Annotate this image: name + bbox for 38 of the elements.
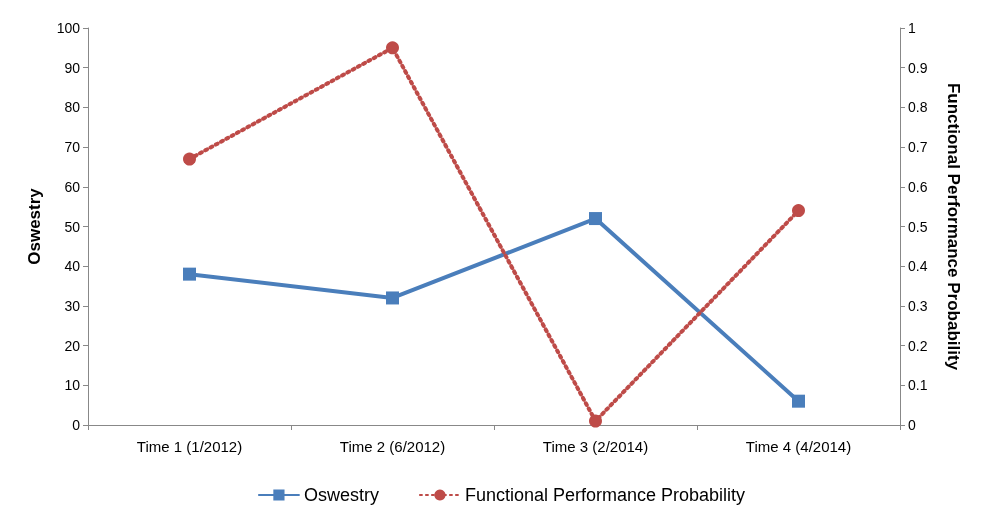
y-tick-label: 40 bbox=[64, 258, 81, 275]
point bbox=[386, 41, 399, 55]
x-tick-label: Time 3 (2/2014) bbox=[542, 438, 649, 455]
point bbox=[183, 267, 196, 281]
y2-tick-label: 0.7 bbox=[908, 139, 928, 156]
y-tick-label: 30 bbox=[64, 297, 81, 314]
y2-tick-label: 1 bbox=[908, 20, 916, 36]
y-tick-label: 90 bbox=[64, 59, 81, 76]
legend-label: Oswestry bbox=[303, 485, 379, 505]
y-tick-label: 20 bbox=[64, 337, 81, 354]
y-tick-label: 50 bbox=[64, 218, 81, 235]
y2-axis-title: Functional Performance Probability bbox=[944, 82, 963, 371]
y-tick-label: 0 bbox=[72, 417, 81, 433]
x-tick-label: Time 2 (6/2012) bbox=[339, 438, 446, 455]
y2-tick-label: 0.3 bbox=[908, 297, 928, 314]
y-axis-title: Oswestry bbox=[25, 187, 44, 265]
y-tick-label: 100 bbox=[56, 20, 81, 36]
point bbox=[589, 212, 602, 226]
y-tick-label: 80 bbox=[64, 99, 81, 116]
y-tick-label: 10 bbox=[64, 377, 81, 394]
y-tick-label: 60 bbox=[64, 178, 81, 195]
point bbox=[792, 394, 805, 408]
legend-label: Functional Performance Probability bbox=[464, 485, 746, 505]
x-tick-label: Time 4 (4/2014) bbox=[745, 438, 852, 455]
y2-tick-label: 0.4 bbox=[908, 258, 928, 275]
y2-tick-label: 0 bbox=[908, 417, 916, 433]
point bbox=[792, 204, 805, 218]
y2-tick-label: 0.5 bbox=[908, 218, 928, 235]
point bbox=[183, 152, 196, 166]
y2-tick-label: 0.6 bbox=[908, 178, 928, 195]
y2-tick-label: 0.8 bbox=[908, 99, 928, 116]
x-tick-label: Time 1 (1/2012) bbox=[136, 438, 243, 455]
y-tick-label: 70 bbox=[64, 139, 81, 156]
point bbox=[386, 291, 399, 305]
point bbox=[589, 414, 602, 428]
y2-tick-label: 0.2 bbox=[908, 337, 928, 354]
y2-tick-label: 0.1 bbox=[908, 377, 928, 394]
y2-tick-label: 0.9 bbox=[908, 59, 928, 76]
